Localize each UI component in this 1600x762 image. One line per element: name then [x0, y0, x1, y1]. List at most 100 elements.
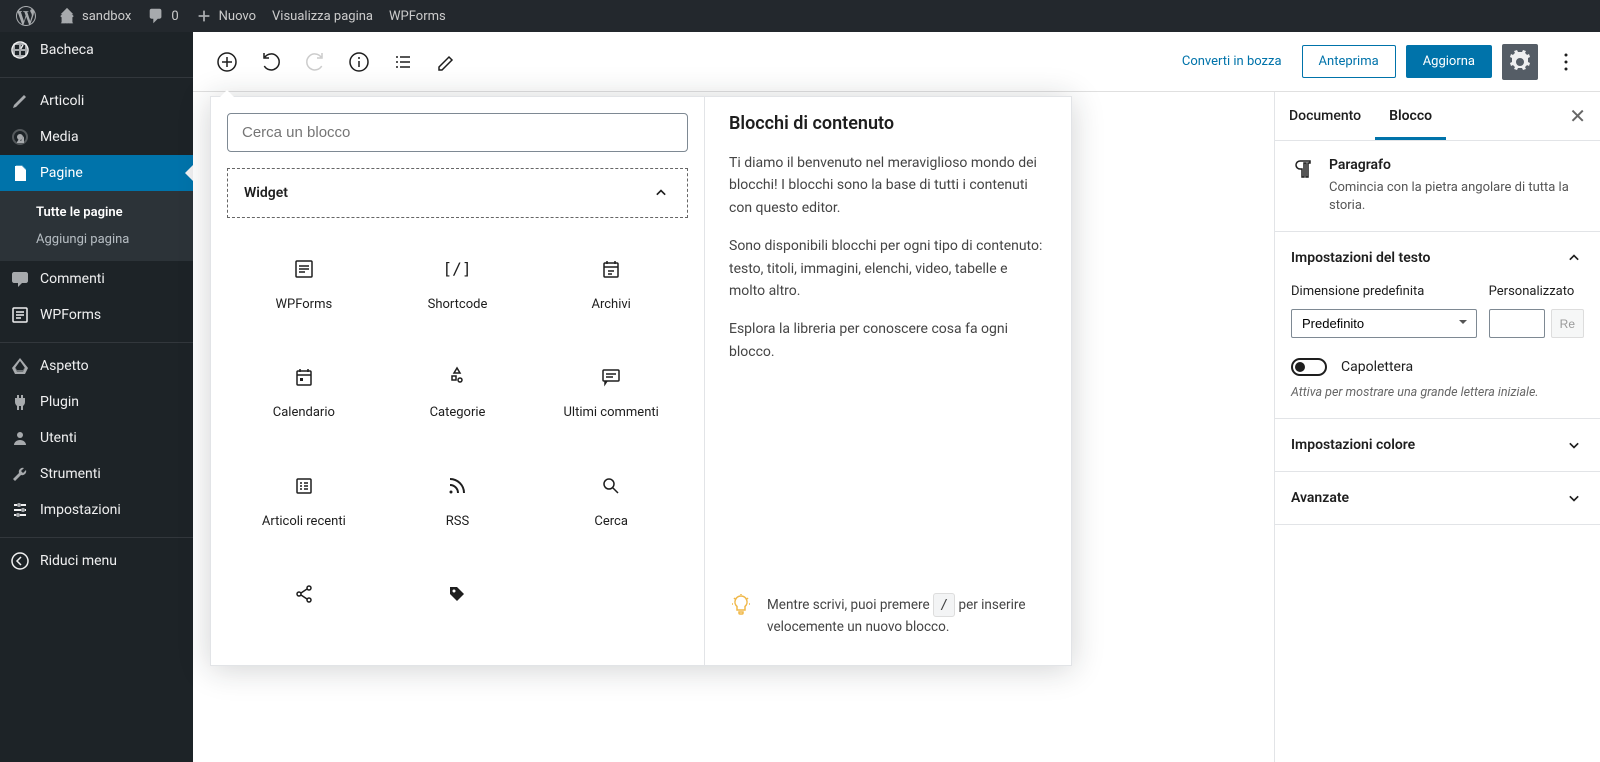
- block-item-calendar[interactable]: Calendario: [227, 339, 381, 448]
- block-card-title: Paragrafo: [1329, 157, 1584, 173]
- block-card: Paragrafo Comincia con la pietra angolar…: [1275, 141, 1600, 231]
- new-content-link[interactable]: Nuovo: [187, 0, 264, 32]
- inserter-preview-title: Blocchi di contenuto: [729, 113, 1047, 134]
- view-page-label: Visualizza pagina: [272, 9, 373, 24]
- comments-count: 0: [171, 9, 178, 24]
- panel-color-settings-toggle[interactable]: Impostazioni colore: [1275, 419, 1600, 471]
- redo-button[interactable]: [297, 44, 333, 80]
- sidebar-label: Pagine: [40, 165, 83, 181]
- sidebar-item-collapse[interactable]: Riduci menu: [0, 543, 193, 579]
- block-item-rss[interactable]: RSS: [381, 447, 535, 556]
- block-item-shortcode[interactable]: [/] Shortcode: [381, 230, 535, 339]
- comments-link[interactable]: 0: [139, 0, 186, 32]
- panel-title: Impostazioni del testo: [1291, 250, 1430, 266]
- outline-button[interactable]: [385, 44, 421, 80]
- undo-button[interactable]: [253, 44, 289, 80]
- site-name-link[interactable]: sandbox: [50, 0, 139, 32]
- admin-bar: sandbox 0 Nuovo Visualizza pagina WPForm…: [0, 0, 1600, 32]
- inserter-preview-p1: Ti diamo il benvenuto nel meraviglioso m…: [729, 152, 1047, 219]
- block-item-tag[interactable]: [381, 556, 535, 650]
- chevron-down-icon: [1564, 435, 1584, 455]
- block-label: Shortcode: [428, 297, 488, 312]
- tab-document[interactable]: Documento: [1275, 92, 1375, 140]
- editor-content: Widget WPForms [/] Shortcode Archivi: [193, 92, 1274, 762]
- preview-button[interactable]: Anteprima: [1302, 45, 1396, 78]
- sidebar-label: Media: [40, 129, 79, 145]
- sidebar-label: WPForms: [40, 307, 101, 323]
- inserter-tip: Mentre scrivi, puoi premere / per inseri…: [729, 581, 1047, 650]
- block-label: Cerca: [594, 514, 628, 529]
- sidebar-item-pages[interactable]: Pagine: [0, 155, 193, 191]
- sidebar-item-wpforms[interactable]: WPForms: [0, 297, 193, 333]
- panel-advanced-toggle[interactable]: Avanzate: [1275, 472, 1600, 524]
- block-item-recent-posts[interactable]: Articoli recenti: [227, 447, 381, 556]
- block-item-categories[interactable]: Categorie: [381, 339, 535, 448]
- sidebar-item-settings[interactable]: Impostazioni: [0, 492, 193, 528]
- sidebar-label: Utenti: [40, 430, 77, 446]
- sidebar-label: Bacheca: [40, 42, 94, 58]
- convert-to-draft-link[interactable]: Converti in bozza: [1172, 54, 1292, 69]
- wpforms-link[interactable]: WPForms: [381, 0, 454, 32]
- block-item-latest-comments[interactable]: Ultimi commenti: [534, 339, 688, 448]
- sidebar-label: Commenti: [40, 271, 105, 287]
- block-label: Calendario: [273, 405, 335, 420]
- panel-title: Avanzate: [1291, 490, 1349, 506]
- font-size-select[interactable]: Predefinito: [1291, 309, 1477, 338]
- add-block-button[interactable]: [209, 44, 245, 80]
- panel-text-settings-toggle[interactable]: Impostazioni del testo: [1275, 232, 1600, 284]
- chevron-up-icon: [1564, 248, 1584, 268]
- block-label: WPForms: [275, 297, 332, 312]
- block-label: Archivi: [591, 297, 630, 312]
- submenu-all-pages[interactable]: Tutte le pagine: [0, 199, 193, 226]
- close-settings-button[interactable]: ✕: [1555, 104, 1600, 128]
- block-item-search[interactable]: Cerca: [534, 447, 688, 556]
- new-content-label: Nuovo: [219, 9, 256, 24]
- paragraph-icon: [1291, 157, 1315, 181]
- block-item-wpforms[interactable]: WPForms: [227, 230, 381, 339]
- settings-sidebar: Documento Blocco ✕ Paragrafo Comincia co…: [1274, 92, 1600, 762]
- block-card-desc: Comincia con la pietra angolare di tutta…: [1329, 179, 1584, 215]
- sidebar-item-dashboard[interactable]: Bacheca: [0, 32, 193, 68]
- block-item-share[interactable]: [227, 556, 381, 650]
- category-widget-toggle[interactable]: Widget: [227, 168, 688, 218]
- update-button[interactable]: Aggiorna: [1406, 45, 1492, 78]
- edit-button[interactable]: [429, 44, 465, 80]
- more-options-button[interactable]: [1548, 44, 1584, 80]
- sidebar-label: Aspetto: [40, 358, 89, 374]
- wpforms-label: WPForms: [389, 9, 446, 24]
- sidebar-item-appearance[interactable]: Aspetto: [0, 348, 193, 384]
- tab-block[interactable]: Blocco: [1375, 92, 1446, 140]
- sidebar-label: Impostazioni: [40, 502, 121, 518]
- sidebar-label: Articoli: [40, 93, 84, 109]
- sidebar-item-posts[interactable]: Articoli: [0, 83, 193, 119]
- block-search-input[interactable]: [227, 113, 688, 152]
- sidebar-item-media[interactable]: Media: [0, 119, 193, 155]
- sidebar-item-users[interactable]: Utenti: [0, 420, 193, 456]
- wp-logo[interactable]: [8, 0, 50, 32]
- view-page-link[interactable]: Visualizza pagina: [264, 0, 381, 32]
- sidebar-label: Riduci menu: [40, 553, 117, 569]
- submenu-add-page[interactable]: Aggiungi pagina: [0, 226, 193, 253]
- admin-sidebar: Bacheca Articoli Media Pagine Tutte le p…: [0, 32, 193, 762]
- site-name-label: sandbox: [82, 9, 131, 24]
- reset-size-button[interactable]: Re: [1551, 309, 1584, 338]
- custom-size-label: Personalizzato: [1489, 284, 1584, 301]
- block-label: Ultimi commenti: [564, 405, 659, 420]
- editor-header: Converti in bozza Anteprima Aggiorna: [193, 32, 1600, 92]
- sidebar-item-plugins[interactable]: Plugin: [0, 384, 193, 420]
- block-label: Categorie: [430, 405, 486, 420]
- tip-text: Mentre scrivi, puoi premere / per inseri…: [767, 593, 1047, 638]
- block-item-archives[interactable]: Archivi: [534, 230, 688, 339]
- settings-toggle-button[interactable]: [1502, 44, 1538, 80]
- chevron-up-icon: [651, 183, 671, 203]
- custom-size-input[interactable]: [1489, 309, 1545, 338]
- drop-cap-toggle[interactable]: [1291, 358, 1327, 376]
- info-button[interactable]: [341, 44, 377, 80]
- block-label: Articoli recenti: [262, 514, 346, 529]
- drop-cap-help: Attiva per mostrare una grande lettera i…: [1291, 384, 1584, 402]
- sidebar-item-comments[interactable]: Commenti: [0, 261, 193, 297]
- default-size-label: Dimensione predefinita: [1291, 284, 1477, 301]
- sidebar-item-tools[interactable]: Strumenti: [0, 456, 193, 492]
- chevron-down-icon: [1564, 488, 1584, 508]
- pages-submenu: Tutte le pagine Aggiungi pagina: [0, 191, 193, 261]
